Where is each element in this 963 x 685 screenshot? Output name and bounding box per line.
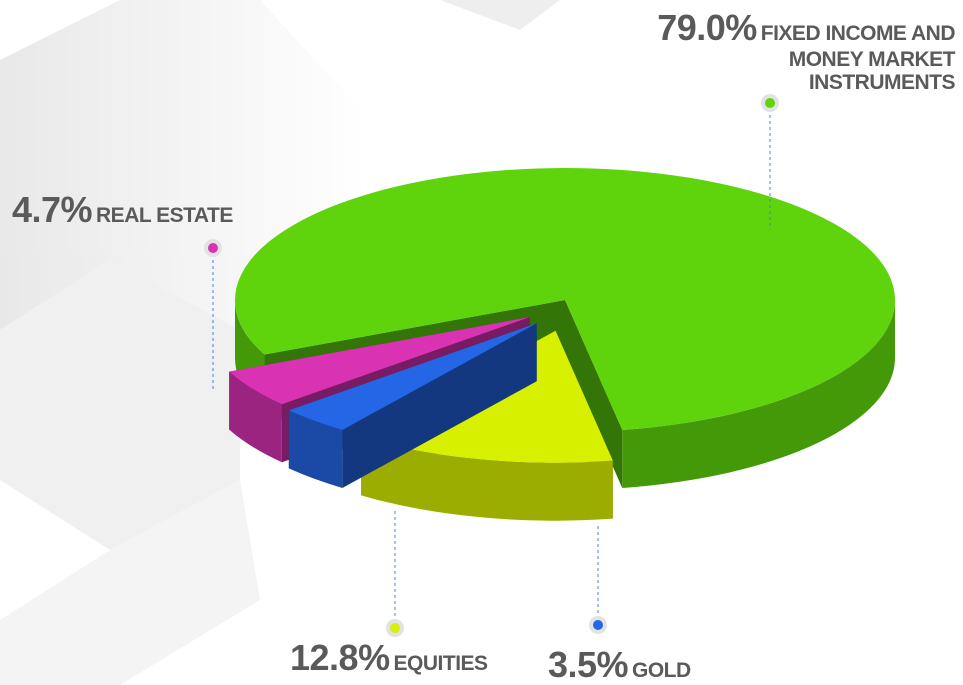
slice-top <box>288 323 537 430</box>
category-label: GOLD <box>632 659 691 682</box>
leader-dot <box>765 98 775 108</box>
value-label: 12.8% <box>290 637 390 678</box>
slice-top <box>229 317 530 405</box>
label-gold: 3.5% GOLD <box>548 645 691 685</box>
slice-side <box>361 437 613 521</box>
pie-slice <box>288 323 537 488</box>
slice-side <box>288 410 343 488</box>
slice-wall <box>229 317 530 430</box>
leader-dot <box>390 623 400 633</box>
slice-top <box>235 168 896 430</box>
slice-wall <box>288 323 537 469</box>
slice-side <box>622 300 895 488</box>
label-equities: 12.8% EQUITIES <box>290 638 488 678</box>
category-label: REAL ESTATE <box>96 204 233 227</box>
leader-dot <box>593 620 603 630</box>
value-label: 3.5% <box>548 644 629 685</box>
slice-side <box>229 371 282 463</box>
category-label: EQUITIES <box>393 652 489 675</box>
category-label: FIXED INCOME AND MONEY MARKET INSTRUMENT… <box>760 22 956 94</box>
label-real-estate: 4.7% REAL ESTATE <box>12 190 233 230</box>
value-label: 79.0% <box>657 7 757 48</box>
value-label: 4.7% <box>12 189 93 230</box>
leader-dot <box>208 243 218 253</box>
slice-wall <box>565 300 623 488</box>
label-fixed-income: 79.0% FIXED INCOME AND MONEY MARKET INST… <box>655 8 955 94</box>
background-pattern <box>0 0 560 685</box>
